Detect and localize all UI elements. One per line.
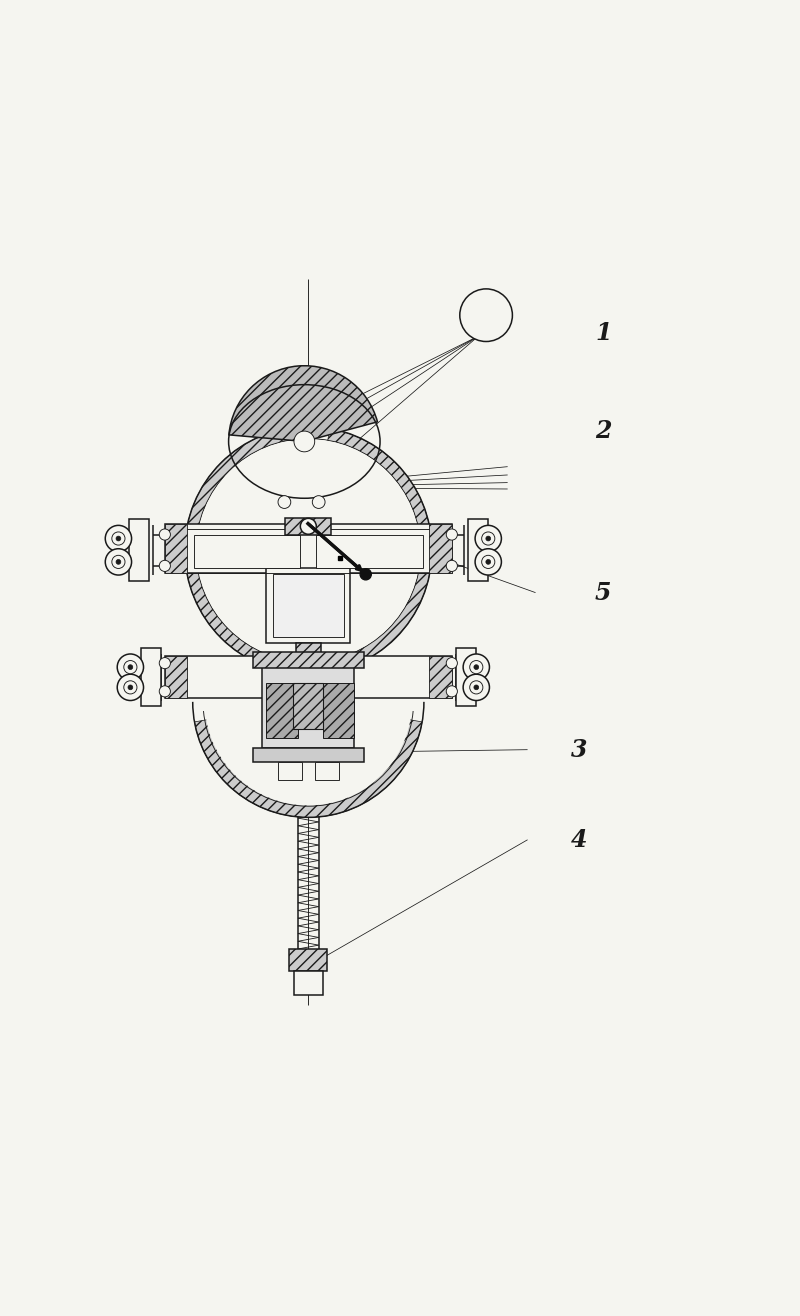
Bar bbox=[316, 536, 423, 567]
Circle shape bbox=[360, 569, 371, 580]
Text: 2: 2 bbox=[595, 418, 611, 442]
Bar bbox=[468, 520, 488, 582]
Circle shape bbox=[446, 686, 458, 697]
Circle shape bbox=[463, 654, 490, 680]
Bar bbox=[456, 647, 476, 707]
Bar bbox=[253, 747, 364, 762]
Circle shape bbox=[470, 680, 483, 694]
Circle shape bbox=[460, 290, 513, 342]
Wedge shape bbox=[229, 366, 378, 441]
Wedge shape bbox=[205, 701, 411, 805]
Bar bbox=[289, 949, 327, 971]
Bar bbox=[165, 524, 452, 574]
Circle shape bbox=[474, 665, 478, 670]
Bar bbox=[430, 524, 452, 574]
Bar bbox=[141, 647, 161, 707]
Circle shape bbox=[486, 536, 490, 541]
Bar bbox=[165, 524, 187, 574]
Bar bbox=[165, 655, 452, 697]
Bar bbox=[165, 655, 187, 697]
Circle shape bbox=[486, 559, 490, 565]
Circle shape bbox=[446, 658, 458, 669]
Circle shape bbox=[482, 532, 495, 545]
Circle shape bbox=[159, 686, 170, 697]
Circle shape bbox=[470, 661, 483, 674]
Bar bbox=[262, 665, 354, 747]
Bar bbox=[285, 517, 331, 536]
Circle shape bbox=[112, 555, 125, 569]
Ellipse shape bbox=[197, 440, 420, 662]
Circle shape bbox=[463, 674, 490, 700]
Circle shape bbox=[312, 496, 325, 508]
Circle shape bbox=[118, 674, 143, 700]
Bar bbox=[314, 762, 338, 779]
Circle shape bbox=[294, 432, 314, 451]
Circle shape bbox=[118, 654, 143, 680]
Bar bbox=[266, 567, 350, 644]
Bar bbox=[266, 683, 298, 738]
Circle shape bbox=[446, 529, 458, 540]
Circle shape bbox=[446, 561, 458, 571]
Bar bbox=[194, 536, 300, 567]
Bar bbox=[129, 520, 149, 582]
Circle shape bbox=[159, 529, 170, 540]
Circle shape bbox=[300, 519, 316, 534]
Circle shape bbox=[278, 496, 290, 508]
Circle shape bbox=[106, 549, 131, 575]
Circle shape bbox=[475, 549, 502, 575]
Circle shape bbox=[159, 561, 170, 571]
Circle shape bbox=[106, 525, 131, 551]
Circle shape bbox=[482, 555, 495, 569]
Wedge shape bbox=[194, 701, 422, 817]
Text: 3: 3 bbox=[571, 738, 588, 762]
Wedge shape bbox=[185, 429, 308, 672]
Circle shape bbox=[124, 680, 137, 694]
Text: 5: 5 bbox=[595, 580, 611, 604]
Circle shape bbox=[124, 661, 137, 674]
Circle shape bbox=[128, 684, 133, 690]
Bar bbox=[322, 683, 354, 738]
Circle shape bbox=[159, 658, 170, 669]
Bar bbox=[294, 971, 322, 995]
Bar bbox=[278, 762, 302, 779]
Circle shape bbox=[474, 684, 478, 690]
Bar bbox=[430, 655, 452, 697]
Circle shape bbox=[116, 559, 121, 565]
Circle shape bbox=[128, 665, 133, 670]
Ellipse shape bbox=[196, 438, 421, 662]
Bar bbox=[253, 653, 364, 669]
Text: 1: 1 bbox=[595, 321, 611, 345]
Wedge shape bbox=[308, 429, 432, 672]
Bar bbox=[293, 683, 323, 729]
Circle shape bbox=[116, 536, 121, 541]
Text: 4: 4 bbox=[571, 828, 588, 851]
Circle shape bbox=[112, 532, 125, 545]
Circle shape bbox=[475, 525, 502, 551]
Bar bbox=[295, 644, 321, 661]
Bar bbox=[273, 574, 344, 637]
